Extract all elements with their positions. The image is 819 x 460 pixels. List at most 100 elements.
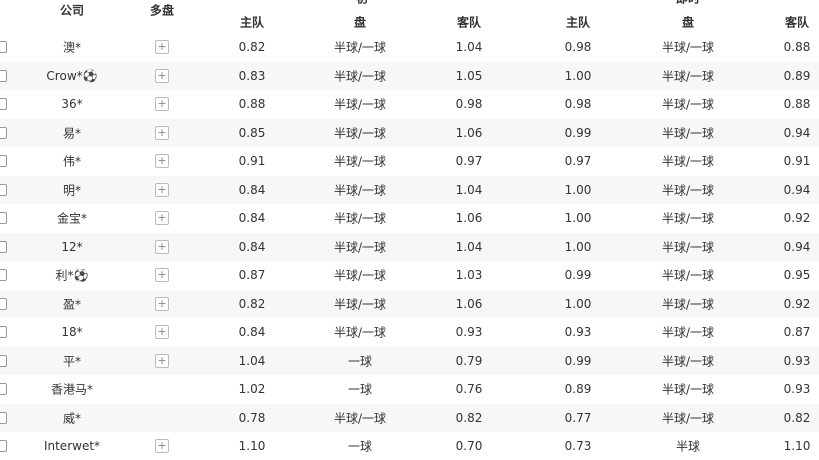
checkbox[interactable] [0,98,7,110]
checkbox[interactable] [0,383,7,395]
cell: 半球/一球 [661,154,715,169]
table-row [0,232,819,261]
checkbox[interactable] [0,155,7,167]
cell: 0.87 [783,325,811,339]
expand-button[interactable]: + [155,325,169,339]
cell: 0.91 [783,154,811,168]
cell: 1.00 [564,296,592,311]
table-row [0,147,819,175]
column-header: 公司 [59,3,85,18]
cell: 半球/一球 [661,411,715,425]
company-name: 金宝* [56,211,88,226]
expand-button[interactable]: + [155,182,169,197]
checkbox[interactable] [0,297,7,310]
expand-button[interactable]: + [155,211,169,225]
table-row [0,118,819,147]
checkbox[interactable] [0,326,7,338]
cell: 1.05 [455,68,483,83]
cell: 半球/一球 [661,40,715,55]
cell: 0.92 [783,296,811,311]
cell: 半球/一球 [333,240,387,254]
expand-button[interactable]: + [155,97,169,111]
table-row [0,61,819,90]
cell: 1.04 [238,353,266,368]
company-name: 澳* [62,40,82,55]
group-header: 即时 [676,0,700,7]
cell: 半球/一球 [333,211,387,226]
cell: 1.03 [455,268,483,282]
cell: 一球 [347,439,373,454]
column-header: 主队 [565,15,591,30]
cell: 半球/一球 [333,154,387,169]
checkbox[interactable] [0,212,7,224]
cell: 0.89 [564,382,592,396]
cell: 1.00 [564,211,592,225]
checkbox[interactable] [0,41,7,53]
checkbox[interactable] [0,411,7,424]
checkbox[interactable] [0,183,7,196]
checkbox[interactable] [0,354,7,367]
table-row [0,33,819,61]
cell: 半球/一球 [661,97,715,112]
cell: 1.10 [783,439,811,453]
expand-button[interactable]: + [155,125,169,140]
cell: 0.94 [783,182,811,197]
table-row [0,318,819,346]
expand-button[interactable]: + [155,239,169,254]
cell: 半球/一球 [333,268,387,283]
cell: 0.84 [238,182,266,197]
cell: 一球 [347,354,373,368]
company-name: 明* [62,183,82,197]
column-header: 客队 [784,15,810,30]
expand-button[interactable]: + [155,154,169,168]
cell: 0.89 [783,68,811,83]
cell: 1.06 [455,125,483,140]
company-name: 威* [62,411,82,425]
cell: 1.10 [238,439,266,453]
cell: 半球/一球 [661,297,715,311]
cell: 半球/一球 [661,382,715,397]
cell: 1.04 [455,40,483,54]
cell: 0.77 [564,410,592,425]
cell: 半球/一球 [333,69,387,83]
column-header: 多盘 [149,3,175,18]
table-row [0,375,819,403]
table-row [0,403,819,432]
expand-button[interactable]: + [155,68,169,83]
company-name: 18* [61,325,83,339]
company-name: 平* [62,354,82,368]
cell: 0.88 [783,97,811,111]
expand-button[interactable]: + [155,268,169,282]
expand-button[interactable]: + [155,296,169,311]
cell: 0.82 [455,410,483,425]
cell: 0.99 [564,125,592,140]
checkbox[interactable] [0,269,7,281]
checkbox[interactable] [0,240,7,253]
cell: 0.73 [564,439,592,453]
cell: 1.06 [455,296,483,311]
company-name: 盈* [62,297,82,311]
cell: 0.88 [238,97,266,111]
cell: 0.85 [238,125,266,140]
cell: 半球/一球 [661,69,715,83]
cell: 0.97 [455,154,483,168]
expand-button[interactable]: + [155,353,169,368]
column-header: 盘 [353,15,367,30]
column-header: 客队 [456,15,482,30]
company-name: 36* [61,97,83,111]
cell: 0.93 [783,353,811,368]
cell: 半球/一球 [661,183,715,197]
cell: 一球 [347,382,373,397]
table-row [0,204,819,232]
cell: 半球/一球 [661,268,715,283]
checkbox[interactable] [0,69,7,82]
checkbox[interactable] [0,440,7,452]
cell: 半球/一球 [661,126,715,140]
expand-button[interactable]: + [155,40,169,54]
cell: 0.87 [238,268,266,282]
cell: 0.82 [783,410,811,425]
company-name: 伟* [62,154,82,169]
checkbox[interactable] [0,126,7,139]
company-name: 香港马* [50,382,94,397]
